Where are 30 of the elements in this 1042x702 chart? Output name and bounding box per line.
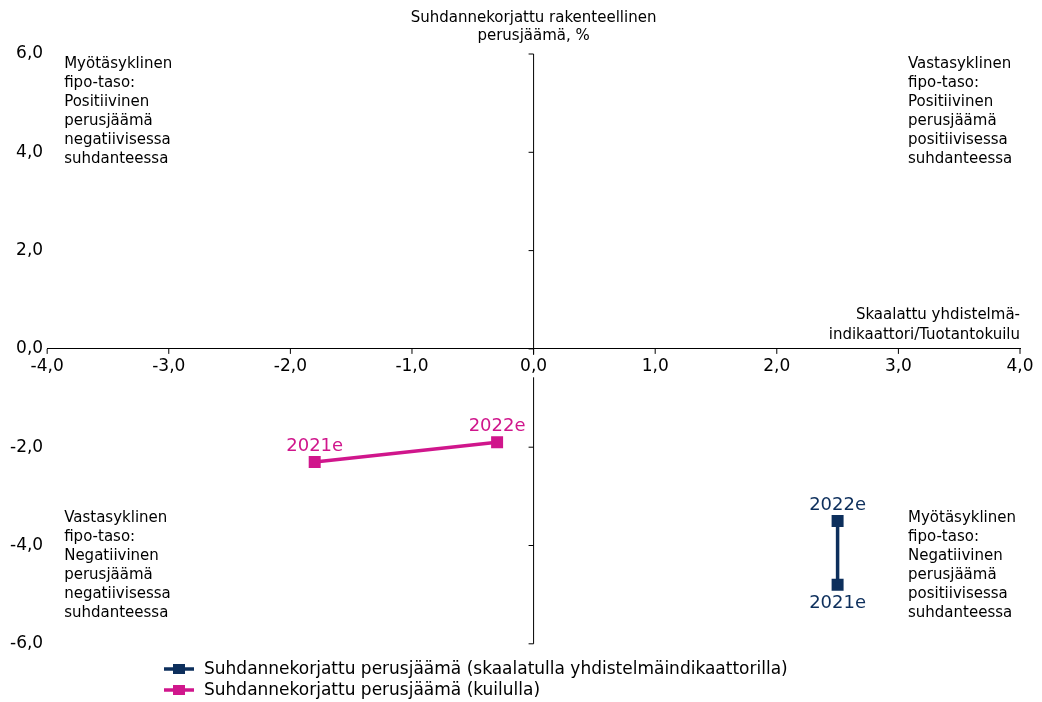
point — [308, 455, 321, 468]
point — [831, 514, 844, 527]
annotation: 2021e — [286, 433, 344, 455]
annotation: 2021e — [809, 591, 867, 613]
y-axis-title: Suhdannekorjattu rakenteellinen perusjäämä, % — [410, 8, 657, 44]
y-tick-label: 4,0 — [16, 140, 44, 161]
y-tick-label: 2,0 — [16, 239, 44, 260]
x-tick-label: 1,0 — [641, 354, 669, 375]
annotation: Myötäsyklinen fipo-taso: Positiivinen perusjäämä negatiivisessa suhdanteessa — [64, 54, 173, 168]
x-tick-label: -3,0 — [152, 354, 186, 375]
x-tick-label: -1,0 — [395, 354, 429, 375]
x-tick-label: -2,0 — [273, 354, 307, 375]
annotation: Vastasyklinen fipo-taso: Positiivinen perusjäämä positiivisessa suhdanteessa — [908, 54, 1013, 168]
annotation: Vastasyklinen fipo-taso: Negatiivinen perusjäämä negatiivisessa suhdanteessa — [64, 508, 171, 622]
y-tick-label: -6,0 — [10, 632, 44, 653]
y-tick-label: -4,0 — [10, 533, 44, 554]
annotation: 2022e — [809, 492, 867, 514]
point — [491, 436, 504, 449]
x-tick-label: 2,0 — [763, 354, 791, 375]
x-tick-label: 4,0 — [1006, 354, 1034, 375]
x-axis-title: Skaalattu yhdistelmä-indikaattori/Tuotantokuilu — [828, 304, 1020, 343]
point — [831, 578, 844, 591]
legend-label: Suhdannekorjattu perusjäämä (kuilulla) — [204, 679, 541, 700]
y-tick-label: -2,0 — [10, 435, 44, 456]
y-tick-label: 6,0 — [16, 42, 44, 63]
x-tick-label: 3,0 — [884, 354, 912, 375]
annotation: Myötäsyklinen fipo-taso: Negatiivinen perusjäämä positiivisessa suhdanteessa — [908, 508, 1017, 622]
x-tick-label: 0,0 — [520, 354, 548, 375]
legend-label: Suhdannekorjattu perusjäämä (skaalatulla yhdistelmäindikaattorilla) — [204, 658, 788, 679]
annotation: 2022e — [468, 414, 526, 436]
